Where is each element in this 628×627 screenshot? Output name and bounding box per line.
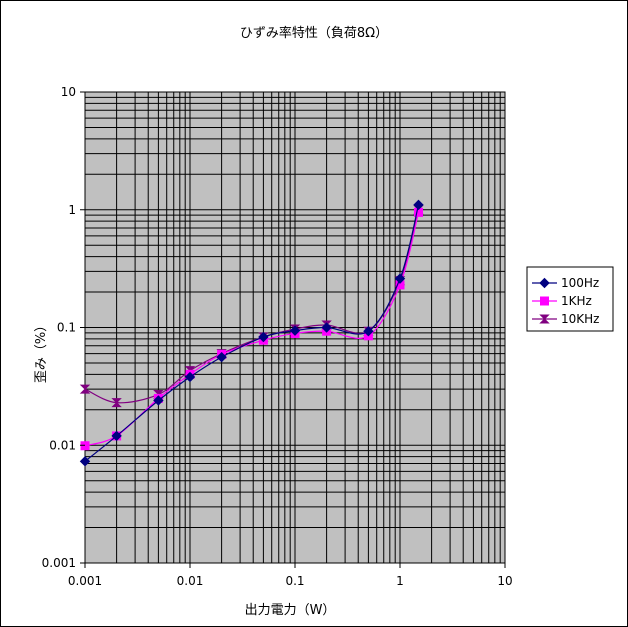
x-axis-label: 出力電力（W） <box>245 603 336 618</box>
x-tick-label: 0.01 <box>177 574 204 588</box>
legend-label: 10KHz <box>561 312 599 326</box>
data-point <box>258 331 269 343</box>
legend-item: 1KHz <box>532 294 592 308</box>
data-point <box>111 398 122 408</box>
y-tick-label: 10 <box>61 85 76 99</box>
legend: 100Hz 1KHz 10KHz <box>526 266 614 332</box>
y-tick-label: 0.01 <box>49 438 76 452</box>
legend-marker <box>539 277 550 289</box>
y-tick-label: 1 <box>68 203 76 217</box>
data-point <box>79 456 91 467</box>
data-point <box>184 371 196 383</box>
data-point <box>216 351 227 363</box>
data-point <box>394 273 406 284</box>
series-100Hz <box>79 199 424 467</box>
legend-label: 1KHz <box>561 294 592 308</box>
data-point <box>289 325 301 336</box>
legend-items: 100Hz 1KHz 10KHz <box>532 276 599 326</box>
y-tick-label: 0.1 <box>57 321 76 335</box>
chart-title: ひずみ率特性（負荷8Ω） <box>240 25 388 41</box>
x-tick-label: 1 <box>396 574 404 588</box>
data-point <box>153 395 164 406</box>
legend-item: 100Hz <box>532 276 599 290</box>
x-tick-label: 0.1 <box>285 574 304 588</box>
x-tick-label: 10 <box>497 574 512 588</box>
legend-item: 10KHz <box>532 312 599 326</box>
data-point <box>80 441 90 451</box>
data-point <box>79 384 91 394</box>
data-point <box>111 430 122 442</box>
legend-marker <box>540 296 549 306</box>
y-tick-label: 0.001 <box>42 556 76 570</box>
data-point <box>413 199 424 211</box>
legend-marker <box>539 314 550 324</box>
data-point <box>321 322 332 333</box>
legend-label: 100Hz <box>561 276 599 290</box>
data-point <box>363 326 374 337</box>
y-axis-label: 歪み（%） <box>34 319 49 383</box>
x-tick-label: 0.001 <box>68 574 102 588</box>
series-layer <box>79 199 424 467</box>
tick-labels: 0.001 0.01 0.1 1 10 0.001 0.01 0.1 1 10 <box>42 85 513 588</box>
